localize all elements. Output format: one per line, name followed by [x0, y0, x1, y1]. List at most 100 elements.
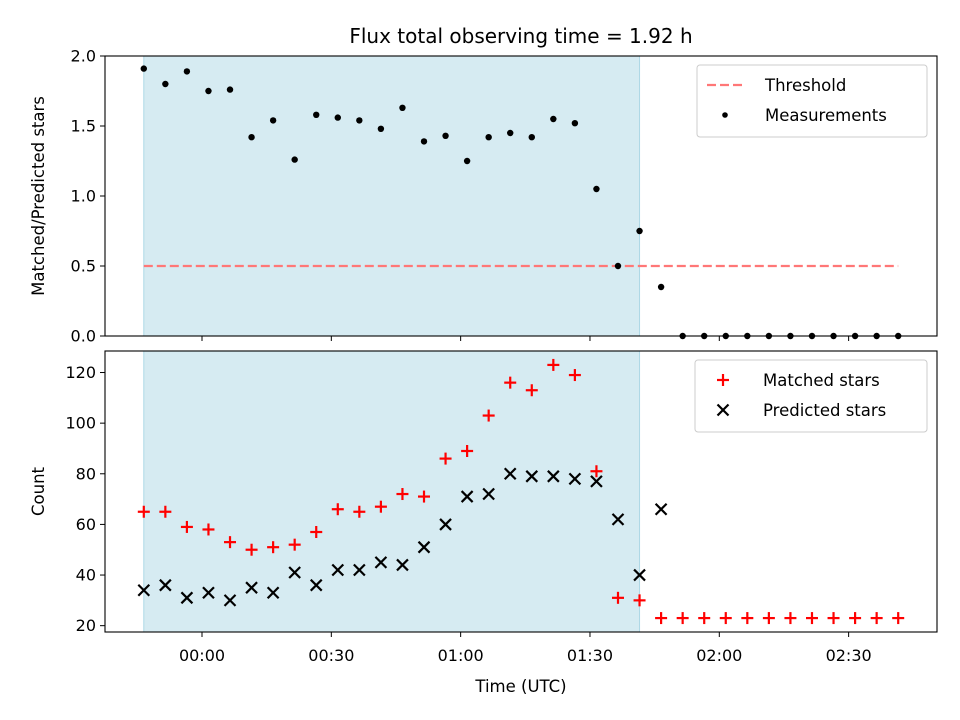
data-point: [334, 114, 341, 121]
observing-window-span: [143, 55, 641, 337]
data-point: [633, 594, 646, 607]
data-point: [180, 520, 193, 533]
bottom-panel-counts: 20 40 60 80 100 120 00:00 00:30 01:00 01:30 02:00 0…: [29, 350, 938, 665]
data-point: [571, 120, 579, 127]
data-point: [762, 612, 775, 625]
data-point: [461, 444, 474, 457]
data-point: [547, 358, 560, 371]
data-point: [396, 558, 409, 572]
data-point: [374, 556, 388, 569]
legend-frame: [696, 64, 928, 138]
data-point: [291, 156, 298, 163]
data-point: [331, 503, 344, 516]
data-point: [353, 505, 366, 518]
observing-window-span: [143, 350, 641, 633]
y-tick-label: 2.0: [71, 47, 96, 66]
y-tick-label: 80: [76, 464, 96, 483]
data-point: [226, 86, 234, 93]
x-tick-label: 01:30: [567, 646, 613, 665]
data-point: [288, 538, 301, 551]
legend-entry-label: Measurements: [765, 106, 887, 125]
data-point: [614, 262, 622, 270]
data-point: [485, 134, 492, 141]
series-predicted-stars: [137, 467, 668, 607]
data-point: [784, 612, 797, 625]
data-point: [183, 68, 191, 75]
data-point: [741, 612, 754, 625]
data-point: [892, 612, 905, 625]
data-point: [313, 111, 320, 119]
data-point: [353, 563, 366, 577]
y-axis-label: Count: [29, 466, 48, 516]
data-point: [525, 384, 538, 397]
chart-title: Flux total observing time = 1.92 h: [349, 24, 692, 48]
data-point: [266, 586, 280, 600]
data-point: [590, 465, 603, 478]
data-point: [310, 526, 323, 539]
data-point: [267, 541, 280, 554]
y-tick-label: 20: [76, 616, 96, 635]
y-tick-label: 40: [76, 566, 96, 585]
data-point: [633, 568, 646, 582]
data-point: [547, 470, 560, 483]
data-point: [568, 369, 581, 382]
data-point: [137, 505, 150, 518]
data-point: [245, 543, 258, 556]
x-axis-label: Time (UTC): [474, 677, 566, 696]
data-point: [269, 117, 277, 124]
y-tick-label: 0.5: [71, 257, 96, 276]
data-point: [482, 487, 495, 501]
legend-entry-label: Matched stars: [763, 371, 880, 390]
legend-entry-label: Threshold: [764, 76, 846, 95]
data-point: [611, 591, 624, 604]
x-tick-label: 00:30: [308, 646, 354, 665]
data-point: [356, 117, 363, 124]
data-point: [377, 125, 385, 132]
data-point: [550, 115, 557, 123]
data-point: [374, 500, 387, 513]
data-point: [159, 505, 172, 518]
data-point: [137, 583, 151, 597]
data-point: [827, 612, 840, 625]
data-point: [180, 591, 194, 605]
y-tick-label: 0.0: [71, 327, 96, 346]
data-point: [399, 104, 406, 112]
legend-x-swatch: [716, 403, 730, 417]
data-point: [442, 132, 449, 139]
data-point: [439, 452, 452, 465]
series-measurements: [140, 65, 902, 340]
data-point: [593, 185, 600, 193]
data-point: [676, 612, 689, 625]
data-point: [503, 467, 517, 481]
data-point: [159, 578, 172, 592]
data-point: [396, 488, 409, 501]
y-tick-label: 100: [65, 414, 96, 433]
y-tick-label: 120: [65, 363, 96, 382]
data-point: [205, 87, 212, 95]
x-tick-label: 01:00: [438, 646, 484, 665]
legend: Matched stars Predicted stars: [694, 359, 928, 433]
data-point: [849, 612, 862, 625]
data-point: [223, 594, 237, 607]
data-point: [460, 490, 474, 503]
data-point: [636, 227, 643, 235]
data-point: [417, 540, 431, 554]
legend-entry-label: Predicted stars: [763, 401, 886, 420]
data-point: [248, 134, 255, 141]
legend-plus-swatch: [717, 374, 729, 386]
data-point: [288, 566, 301, 579]
data-point: [245, 581, 258, 594]
x-tick-label: 02:30: [826, 646, 872, 665]
legend-frame: [694, 359, 928, 433]
data-point: [418, 490, 431, 503]
data-point: [719, 612, 732, 625]
data-point: [611, 513, 625, 526]
data-point: [420, 138, 428, 145]
data-point: [655, 612, 668, 625]
y-axis-label: Matched/Predicted stars: [29, 96, 48, 296]
y-tick-label: 1.5: [71, 117, 96, 136]
data-point: [309, 578, 323, 592]
data-point: [224, 536, 237, 549]
data-point: [439, 518, 452, 531]
